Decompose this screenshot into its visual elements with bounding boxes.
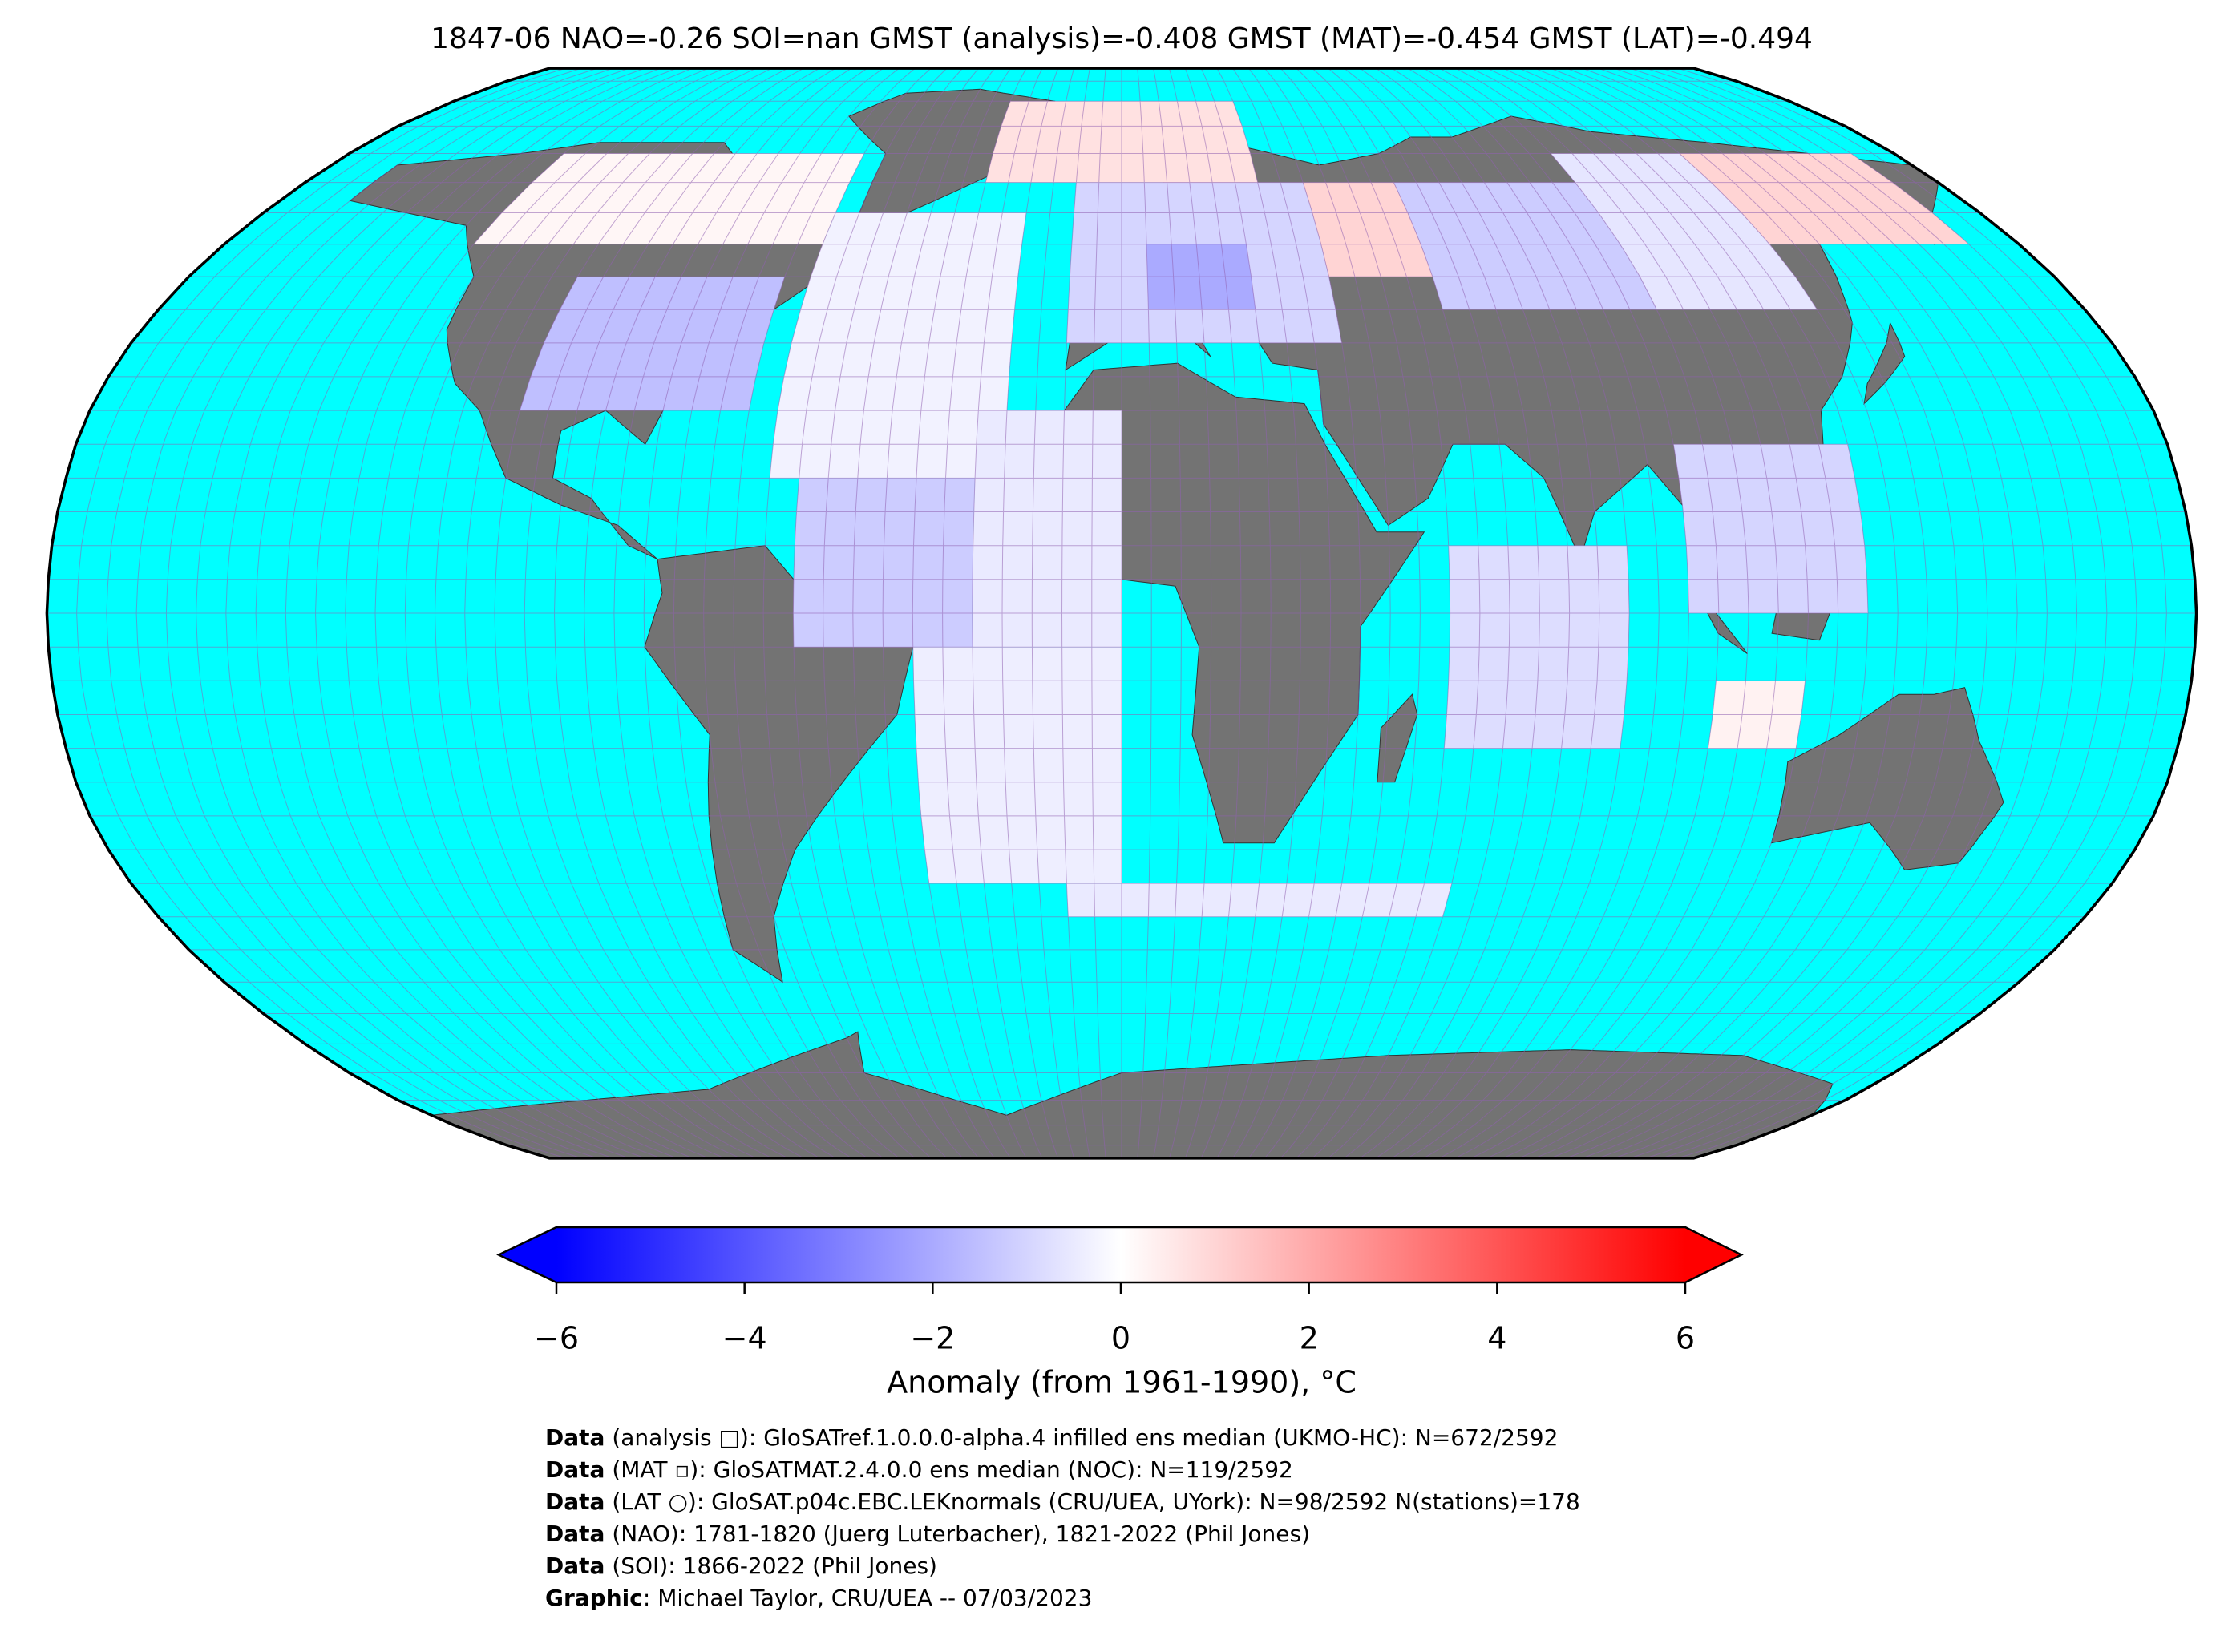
footnote-label: Data (545, 1456, 605, 1483)
footnote: Data (NAO): 1781-1820 (Juerg Luterbacher… (545, 1521, 1310, 1547)
colorbar-tick-label: −4 (722, 1321, 767, 1356)
colorbar-tick-label: −2 (910, 1321, 955, 1356)
footnote: Graphic: Michael Taylor, CRU/UEA -- 07/0… (545, 1585, 1092, 1611)
footnote: Data (analysis □): GloSATref.1.0.0.0-alp… (545, 1424, 1558, 1451)
map-content (47, 68, 2197, 1158)
footnote-label: Data (545, 1553, 605, 1579)
anomaly-region (1066, 883, 1452, 917)
anomaly-region (1303, 182, 1433, 277)
graticule (47, 68, 2197, 1158)
colorbar-tick-label: −6 (534, 1321, 579, 1356)
footnote: Data (SOI): 1866-2022 (Phil Jones) (545, 1553, 937, 1579)
colorbar-extend-high (1685, 1227, 1741, 1282)
colorbar-tick-label: 4 (1487, 1321, 1506, 1356)
anomaly-region (1551, 153, 1818, 310)
footnote-label: Data (545, 1488, 605, 1515)
colorbar-tick-label: 6 (1676, 1321, 1695, 1356)
footnote-text: (MAT ▫): GloSATMAT.2.4.0.0 ens median (N… (605, 1456, 1292, 1483)
colorbar-tick-label: 0 (1111, 1321, 1130, 1356)
footnote-label: Data (545, 1521, 605, 1547)
colorbar-label: Anomaly (from 1961-1990), °C (887, 1365, 1357, 1400)
footnote: Data (LAT ○): GloSAT.p04c.EBC.LEKnormals… (545, 1488, 1580, 1515)
footnote-text: (analysis □): GloSATref.1.0.0.0-alpha.4 … (605, 1424, 1558, 1451)
map-frame (45, 67, 2198, 1160)
footnotes: Data (analysis □): GloSATref.1.0.0.0-alp… (545, 1424, 1580, 1611)
anomaly-region (770, 212, 1026, 479)
footnote-text: (LAT ○): GloSAT.p04c.EBC.LEKnormals (CRU… (605, 1488, 1579, 1515)
colorbar-tick-label: 2 (1300, 1321, 1319, 1356)
anomaly-region (1393, 182, 1657, 310)
anomaly-region (473, 153, 864, 244)
anomaly-region (1679, 153, 1970, 244)
footnote-text: (NAO): 1781-1820 (Juerg Luterbacher), 18… (605, 1521, 1310, 1547)
footnote-text: : Michael Taylor, CRU/UEA -- 07/03/2023 (643, 1585, 1093, 1611)
anomaly-region (1673, 444, 1868, 613)
anomaly-region (912, 647, 1122, 884)
footnote-text: (SOI): 1866-2022 (Phil Jones) (605, 1553, 937, 1579)
anomaly-region (972, 410, 1122, 648)
anomaly-region (793, 478, 976, 648)
map (45, 67, 2198, 1160)
footnote-label: Graphic (545, 1585, 643, 1611)
colorbar-gradient (556, 1227, 1685, 1282)
footnote: Data (MAT ▫): GloSATMAT.2.4.0.0 ens medi… (545, 1456, 1293, 1483)
footnote-label: Data (545, 1424, 605, 1451)
colorbar-extend-low (499, 1227, 556, 1282)
colorbar: −6 −4 −2 0 2 4 6 (496, 1226, 1744, 1356)
chart-title: 1847-06 NAO=-0.26 SOI=nan GMST (analysis… (431, 22, 1813, 55)
land (1377, 693, 1418, 783)
